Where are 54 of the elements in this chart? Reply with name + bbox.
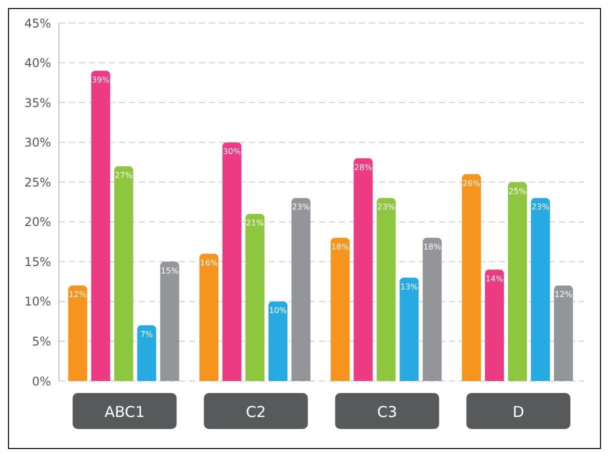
data-label: 12%: [554, 290, 573, 300]
data-label: 23%: [292, 202, 310, 212]
bar: [422, 238, 442, 381]
y-tick-label: 30%: [24, 136, 51, 150]
x-tick-label: ABC1: [104, 403, 145, 421]
bar: [376, 198, 396, 381]
data-label: 27%: [114, 170, 133, 180]
bar: [484, 270, 504, 381]
bar: [160, 262, 180, 381]
bar: [508, 182, 527, 381]
data-label: 14%: [486, 274, 504, 284]
y-tick-label: 5%: [32, 334, 51, 348]
x-tick-label: C2: [246, 403, 266, 421]
data-label: 18%: [423, 242, 442, 252]
bar: [68, 286, 88, 381]
x-tick-label: D: [512, 403, 524, 421]
y-tick-label: 10%: [24, 294, 51, 309]
y-tick-label: 40%: [24, 56, 51, 70]
bar: [400, 278, 419, 381]
data-label: 26%: [462, 178, 481, 188]
data-label: 23%: [377, 202, 396, 212]
data-label: 39%: [92, 75, 110, 84]
bar: [291, 198, 310, 381]
y-tick-label: 25%: [24, 175, 51, 190]
data-label: 23%: [532, 202, 550, 212]
bar: [91, 70, 110, 381]
data-label: 30%: [223, 147, 242, 156]
data-label: 15%: [160, 266, 179, 276]
bar: [137, 325, 156, 381]
y-tick-label: 35%: [24, 96, 51, 110]
data-label: 21%: [246, 218, 264, 228]
bar: [554, 286, 573, 381]
y-tick-label: 45%: [24, 16, 51, 30]
data-label: 18%: [331, 242, 350, 252]
data-label: 25%: [508, 186, 527, 196]
y-tick-label: 20%: [24, 215, 51, 230]
bar: [245, 214, 264, 381]
bar: [354, 158, 373, 381]
data-label: 7%: [140, 330, 154, 339]
data-label: 13%: [400, 282, 418, 292]
bar: [222, 142, 242, 381]
bar: [530, 198, 550, 381]
bar: [114, 166, 134, 381]
bar: [199, 254, 218, 381]
data-label: 10%: [269, 306, 288, 316]
bar: [330, 238, 350, 381]
bar: [462, 174, 481, 381]
data-label: 12%: [68, 290, 87, 300]
bar: [268, 301, 288, 381]
y-tick-label: 0%: [32, 374, 51, 388]
data-label: 16%: [200, 258, 218, 268]
y-tick-label: 15%: [24, 254, 51, 269]
x-tick-label: C3: [377, 403, 398, 421]
data-label: 28%: [354, 162, 372, 172]
